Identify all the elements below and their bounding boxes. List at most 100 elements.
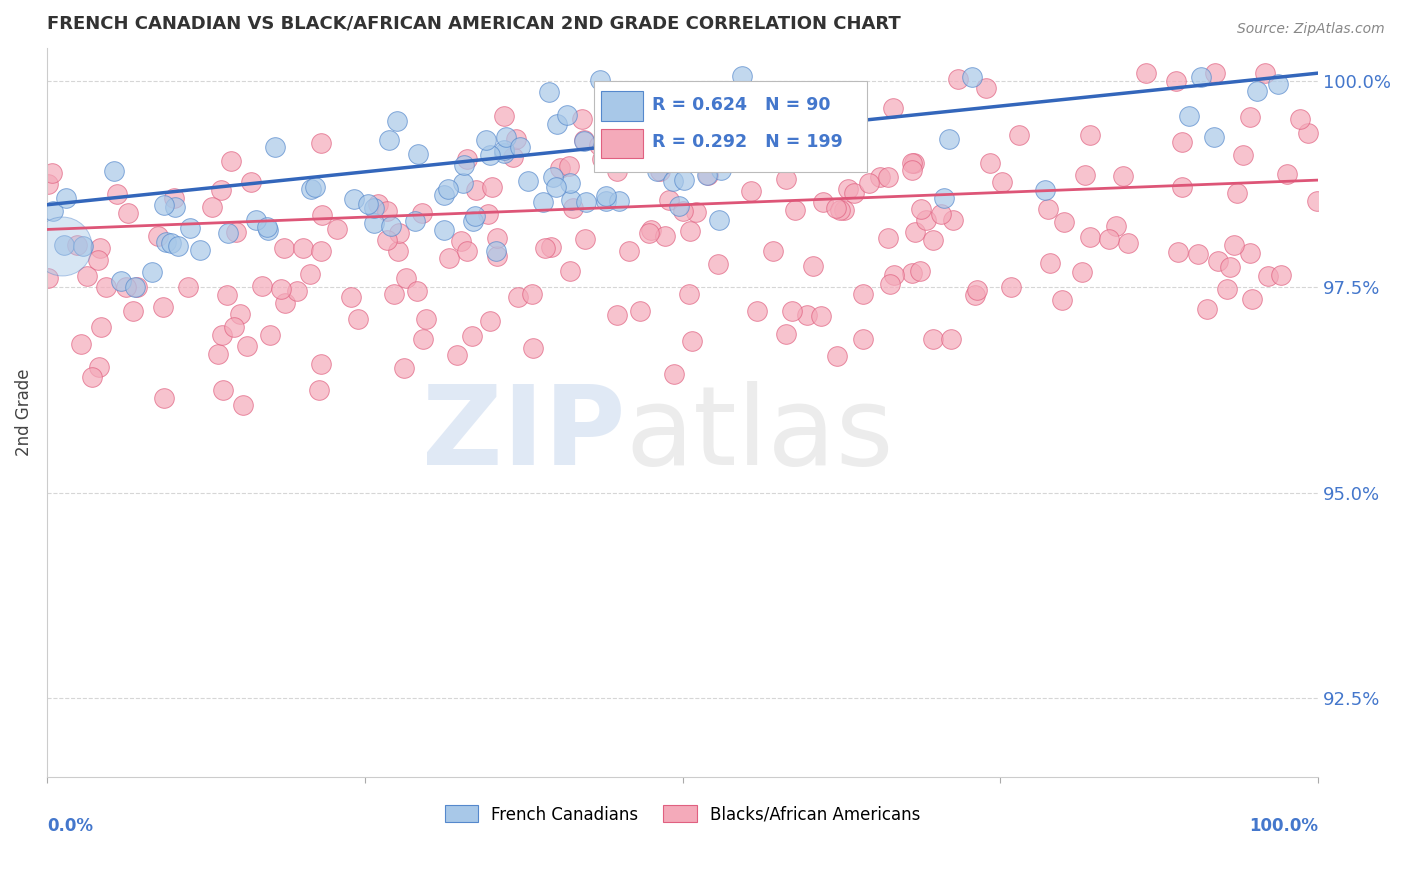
Point (1105, 219, 1128, 233)
Text: FRENCH CANADIAN VS BLACK/AFRICAN AMERICAN 2ND GRADE CORRELATION CHART: FRENCH CANADIAN VS BLACK/AFRICAN AMERICA… (46, 15, 901, 33)
Point (433, 223, 456, 237)
Point (1246, 84, 1268, 98)
Point (76, 269, 98, 284)
Point (932, 190, 955, 204)
Point (740, 184, 762, 198)
Point (406, 284, 429, 298)
Point (37, 178, 59, 192)
Point (575, 194, 598, 209)
Point (901, 162, 924, 177)
Point (1215, 282, 1237, 296)
Point (395, 270, 418, 285)
Point (966, 283, 988, 297)
Point (1187, 246, 1209, 260)
Point (710, 163, 733, 178)
Point (304, 179, 326, 194)
Point (903, 225, 925, 239)
Point (177, 280, 200, 294)
Point (308, 383, 330, 397)
Point (461, 214, 484, 228)
Point (858, 176, 880, 190)
Point (548, 161, 571, 175)
Point (412, 332, 434, 346)
Point (801, 259, 824, 273)
Point (882, 102, 904, 116)
Point (1167, 245, 1189, 260)
Point (965, 288, 987, 302)
Point (495, 129, 517, 144)
Point (1164, 73, 1187, 87)
Point (602, 112, 624, 126)
Point (561, 202, 583, 216)
Point (942, 212, 965, 227)
Point (433, 188, 456, 202)
Point (1195, 302, 1218, 317)
Point (141, 265, 163, 279)
Point (1206, 254, 1229, 268)
Point (124, 280, 146, 294)
Point (877, 170, 900, 185)
Point (946, 71, 969, 86)
Legend: French Canadians, Blacks/African Americans: French Canadians, Blacks/African America… (437, 798, 927, 830)
Point (591, 152, 613, 166)
Point (263, 139, 285, 153)
Point (638, 226, 661, 240)
Point (707, 212, 730, 227)
Point (72, 239, 94, 253)
Point (453, 158, 475, 172)
Point (1204, 66, 1226, 80)
Point (574, 134, 596, 148)
Point (464, 209, 486, 223)
Point (852, 332, 875, 346)
Point (929, 206, 952, 220)
Point (640, 223, 662, 237)
Point (42, 203, 65, 218)
Point (245, 212, 267, 227)
Point (1222, 238, 1244, 252)
Point (546, 117, 568, 131)
Point (775, 172, 797, 186)
Point (456, 152, 478, 166)
Point (309, 136, 332, 151)
Point (485, 231, 508, 245)
Point (375, 233, 398, 247)
Point (830, 202, 852, 217)
Point (385, 113, 408, 128)
Point (1275, 167, 1298, 181)
Point (82, 370, 104, 384)
Point (502, 150, 524, 164)
Point (347, 312, 370, 326)
Point (1171, 179, 1194, 194)
Point (558, 176, 581, 190)
Point (326, 222, 349, 236)
Point (37, 271, 59, 285)
Point (378, 133, 401, 147)
Point (658, 193, 681, 207)
Point (595, 121, 617, 136)
Point (707, 257, 730, 271)
Point (574, 232, 596, 246)
Point (1202, 130, 1225, 145)
Point (516, 174, 538, 188)
FancyBboxPatch shape (602, 91, 643, 120)
Point (827, 349, 849, 363)
Point (628, 112, 651, 126)
Point (152, 391, 174, 405)
Point (685, 205, 707, 219)
Point (606, 308, 628, 322)
Point (437, 251, 460, 265)
Point (593, 116, 616, 130)
Point (645, 163, 668, 178)
Point (96, 280, 118, 294)
Point (256, 219, 278, 234)
Point (250, 279, 273, 293)
Point (357, 197, 380, 211)
Point (127, 280, 149, 294)
Point (672, 173, 695, 187)
Point (1189, 70, 1212, 85)
Point (479, 148, 502, 162)
Point (509, 140, 531, 154)
Point (811, 195, 834, 210)
Text: Source: ZipAtlas.com: Source: ZipAtlas.com (1237, 22, 1385, 37)
Point (960, 70, 983, 85)
